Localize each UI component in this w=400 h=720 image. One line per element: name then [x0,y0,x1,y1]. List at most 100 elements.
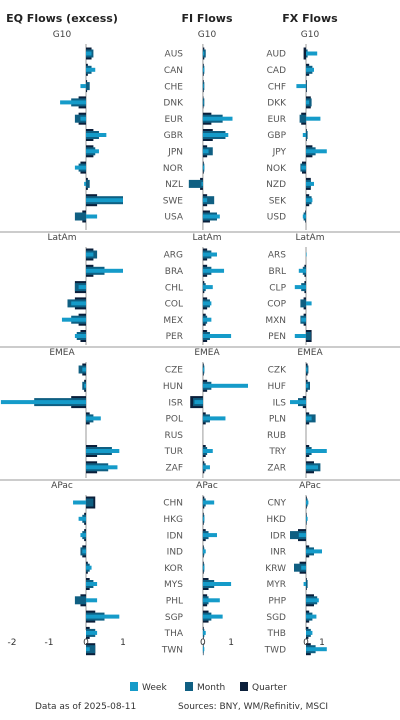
category-label-clp: CLP [269,283,286,293]
bar-week-hkg [78,516,86,521]
bar-week-aus [202,51,205,56]
bar-week-aud [306,51,318,56]
bar-week-ind [82,549,86,554]
bar-week-inr [306,549,322,554]
region-label: APac [299,481,321,491]
bar-week-isr [194,400,203,405]
category-label-mex: MEX [163,316,183,326]
legend-label-quarter: Quarter [252,683,287,693]
category-label-hkd: HKD [266,515,286,525]
bar-week-bra [86,268,123,273]
category-label-sek: SEK [269,196,287,206]
category-label-swe: SWE [163,196,184,206]
bar-week-nok [301,165,306,170]
category-label-twd: TWD [264,645,286,655]
legend-label-week: Week [142,683,167,693]
bar-week-gbr [202,133,229,137]
category-label-eur: EUR [267,115,286,125]
bar-week-arg [86,252,94,257]
category-label-try: TRY [268,447,286,457]
category-label-brl: BRL [269,267,286,277]
category-label-chl: CHL [165,283,183,293]
legend-swatch-week [130,682,138,691]
bar-week-chl [202,285,213,290]
x-tick-label: 1 [120,638,126,648]
bar-week-dkk [306,100,310,105]
legend-swatch-quarter [240,682,248,691]
bar-week-twn [86,647,90,652]
category-label-rus: RUS [164,431,183,441]
legend-label-month: Month [197,683,225,693]
bar-week-cop [306,301,312,306]
bar-week-jpy [306,149,327,154]
bar-week-chn [202,500,215,505]
category-label-cny: CNY [267,499,286,509]
bar-week-mys [202,582,232,586]
category-label-chn: CHN [163,499,183,509]
x-tick-label: 1 [319,638,325,648]
bar-week-mex [61,317,86,322]
bar-week-pol [202,416,226,421]
bar-month-cop [300,299,306,308]
category-label-tur: TUR [164,447,183,457]
bar-week-twd [306,647,327,652]
bar-week-jpn [202,149,209,154]
bar-week-tur [202,449,213,453]
bar-week-bra [202,268,225,273]
bar-week-pen [294,334,306,338]
category-label-idr: IDR [270,531,286,541]
bar-week-myr [303,582,306,586]
bar-week-kor [202,565,205,570]
bar-week-gbr [86,133,107,137]
category-label-inr: INR [270,548,286,558]
bar-month-pen [306,332,311,340]
bar-week-twn [202,647,205,652]
category-label-sgd: SGD [266,613,286,623]
bar-month-dnk [202,98,205,107]
category-label-aus: AUS [165,50,184,60]
bar-week-col [71,301,86,306]
region-label: LatAm [193,233,222,243]
category-label-eur: EUR [164,115,183,125]
bar-week-chn [73,500,86,505]
bar-week-brl [298,268,306,273]
region-label: EMEA [49,348,75,358]
category-label-nor: NOR [163,164,183,174]
bar-week-sek [306,198,313,203]
bar-week-dnk [60,100,86,105]
category-label-per: PER [166,332,183,342]
bar-week-pln [306,416,312,421]
category-label-tha: THA [164,629,184,639]
bar-month-swe [202,196,215,205]
category-label-usd: USD [267,213,286,223]
bar-month-che [86,82,90,91]
category-label-che: CHE [164,82,183,92]
category-label-ils: ILS [273,398,287,408]
category-label-hkg: HKG [163,515,183,525]
bar-week-swe [202,198,208,203]
bar-week-ils [290,400,306,405]
panel-title: FI Flows [182,12,233,25]
bar-week-tha [86,630,98,635]
region-label: G10 [301,30,320,40]
bar-week-per [74,334,86,338]
bar-week-can [86,67,96,72]
bar-week-isr [0,400,86,405]
bar-week-cad [306,67,314,72]
bar-week-gbp [302,133,306,137]
category-label-php: PHP [268,597,286,607]
category-label-ind: IND [167,548,183,558]
bar-month-phl [74,596,86,605]
bar-week-phl [86,598,98,603]
region-label: APac [196,481,218,491]
category-label-isr: ISR [168,398,183,408]
category-label-jpy: JPY [272,148,287,158]
panel-title: EQ Flows (excess) [6,12,118,25]
bar-month-twn [86,645,96,654]
bar-week-nor [202,165,205,170]
bar-month-chn [86,498,94,507]
region-label: G10 [198,30,217,40]
category-label-cze: CZE [165,366,183,376]
category-label-zar: ZAR [267,464,286,474]
